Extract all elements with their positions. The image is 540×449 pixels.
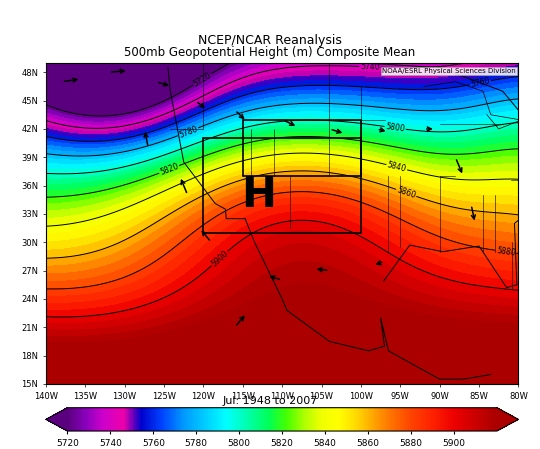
- Bar: [243, 119, 361, 176]
- PathPatch shape: [497, 408, 518, 431]
- Text: 5780: 5780: [178, 124, 199, 140]
- Text: 5740: 5740: [360, 62, 380, 72]
- Text: Jul: 1948 to 2007: Jul: 1948 to 2007: [222, 396, 318, 406]
- Text: 5860: 5860: [396, 185, 417, 200]
- Text: NCEP/NCAR Reanalysis: NCEP/NCAR Reanalysis: [198, 34, 342, 47]
- Text: 500mb Geopotential Height (m) Composite Mean: 500mb Geopotential Height (m) Composite …: [124, 46, 416, 59]
- Text: 5820: 5820: [159, 162, 180, 177]
- Text: NOAA/ESRL Physical Sciences Division: NOAA/ESRL Physical Sciences Division: [382, 68, 516, 74]
- Text: 5900: 5900: [210, 248, 230, 268]
- Text: 5720: 5720: [192, 70, 213, 88]
- Text: H: H: [241, 174, 276, 216]
- Text: 5880: 5880: [496, 246, 516, 258]
- Text: 5760: 5760: [470, 76, 491, 89]
- PathPatch shape: [46, 408, 68, 431]
- Text: 5800: 5800: [385, 122, 406, 134]
- Bar: [204, 138, 361, 233]
- Text: 5840: 5840: [386, 160, 407, 174]
